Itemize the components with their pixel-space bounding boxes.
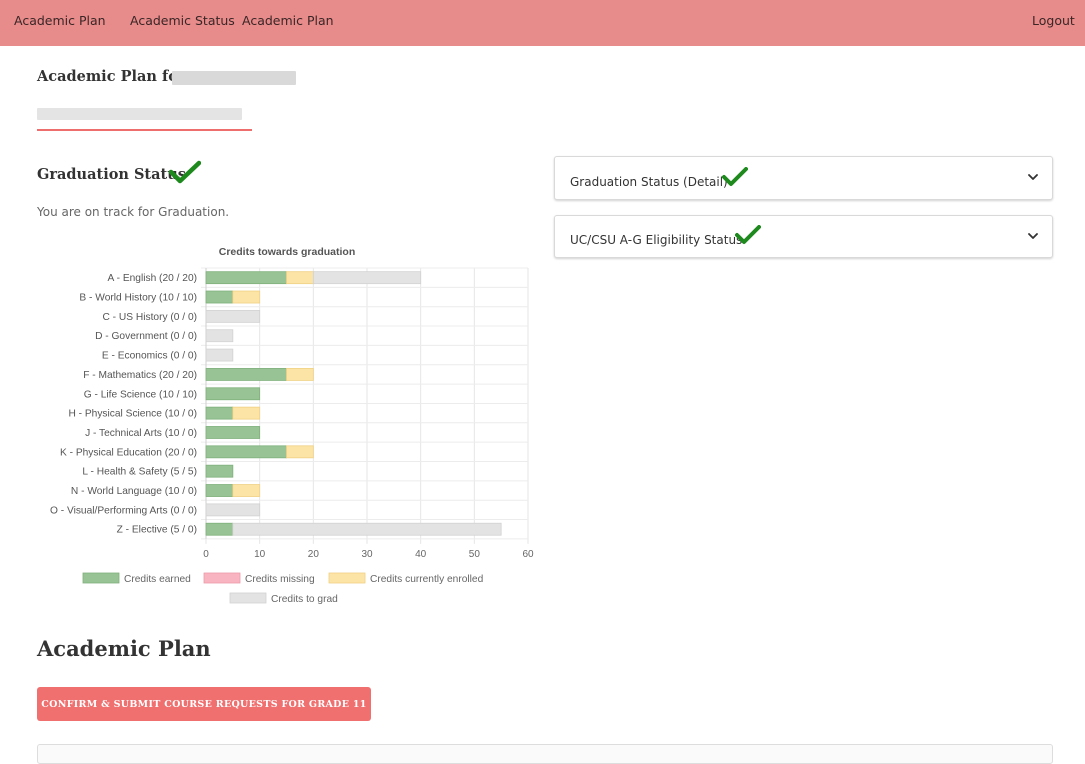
legend-label: Credits missing xyxy=(245,574,315,585)
credits-chart: Credits towards graduation 0 10 20 30 40 50 60 A… xyxy=(50,246,534,605)
graduation-status-title-text: Graduation Status xyxy=(37,166,186,183)
x-tick-label: 50 xyxy=(469,549,481,560)
credits-chart-container: Credits towards graduation 0 10 20 30 40 50 60 A… xyxy=(0,235,540,615)
bar-segment xyxy=(205,484,234,497)
bar-segment xyxy=(205,445,287,459)
chart-title: Credits towards graduation xyxy=(219,246,356,258)
accordion-uc-csu-eligibility-title: UC/CSU A-G Eligibility Status xyxy=(570,233,743,247)
bar-segment xyxy=(205,464,234,478)
legend-label: Credits earned xyxy=(124,574,191,585)
page-title-prefix: Academic Plan for xyxy=(37,68,186,85)
bar-segment xyxy=(205,387,261,401)
y-category-label: F - Mathematics (20 / 20) xyxy=(83,370,197,381)
y-category-label: N - World Language (10 / 0) xyxy=(71,486,197,497)
graduation-check-icon xyxy=(169,160,201,184)
bar-segment xyxy=(232,522,502,536)
legend-swatch xyxy=(82,572,120,584)
logout-link[interactable]: Logout xyxy=(1032,13,1075,28)
title-underline xyxy=(37,129,252,131)
y-category-label: H - Physical Science (10 / 0) xyxy=(68,409,197,420)
x-tick-label: 40 xyxy=(415,549,427,560)
bar-segment xyxy=(286,445,314,459)
page-title: Academic Plan for xyxy=(37,68,186,85)
academic-plan-title-text: Academic Plan xyxy=(37,636,211,661)
graduation-status-title: Graduation Status xyxy=(37,166,186,183)
y-category-label: A - English (20 / 20) xyxy=(108,273,197,284)
accordion-graduation-detail[interactable]: Graduation Status (Detail) xyxy=(554,156,1053,200)
academic-plan-title: Academic Plan xyxy=(37,636,211,661)
accordion-uc-csu-eligibility[interactable]: UC/CSU A-G Eligibility Status xyxy=(554,215,1053,258)
redacted-student-name xyxy=(172,71,296,85)
chevron-down-icon[interactable] xyxy=(1028,172,1038,182)
x-tick-label: 10 xyxy=(254,549,266,560)
submit-course-requests-button[interactable]: CONFIRM & SUBMIT COURSE REQUESTS FOR GRA… xyxy=(37,687,371,721)
redacted-student-info xyxy=(37,108,242,120)
accordion-graduation-detail-title: Graduation Status (Detail) xyxy=(570,175,728,189)
chevron-down-icon[interactable] xyxy=(1028,231,1038,241)
graduation-status-text: You are on track for Graduation. xyxy=(37,205,230,219)
course-plan-card xyxy=(37,744,1053,764)
legend-swatch xyxy=(229,592,267,604)
legend-label: Credits currently enrolled xyxy=(370,574,484,585)
y-category-label: B - World History (10 / 10) xyxy=(79,293,197,304)
y-category-label: L - Health & Safety (5 / 5) xyxy=(82,467,197,478)
bar-segment xyxy=(232,406,261,420)
legend-swatch xyxy=(203,572,241,584)
bar-segment xyxy=(286,271,314,285)
y-category-label: G - Life Science (10 / 10) xyxy=(84,389,197,400)
x-tick-label: 60 xyxy=(522,549,534,560)
bar-segment xyxy=(205,406,234,420)
legend-label: Credits to grad xyxy=(271,594,338,605)
top-navbar: Academic Plan Academic Status Academic P… xyxy=(0,0,1085,46)
bar-segment xyxy=(232,290,261,304)
bar-segment xyxy=(205,290,234,304)
bar-segment xyxy=(205,348,234,362)
nav-link-academic-plan[interactable]: Academic Plan xyxy=(242,13,334,28)
x-tick-label: 30 xyxy=(361,549,373,560)
bar-segment xyxy=(205,522,234,536)
y-category-label: Z - Elective (5 / 0) xyxy=(117,525,197,536)
y-category-label: E - Economics (0 / 0) xyxy=(102,351,197,362)
y-category-label: C - US History (0 / 0) xyxy=(102,312,197,323)
graduation-detail-check-icon xyxy=(722,167,748,186)
y-category-label: J - Technical Arts (10 / 0) xyxy=(85,428,197,439)
y-category-label: D - Government (0 / 0) xyxy=(95,331,197,342)
uc-csu-check-icon xyxy=(735,225,761,244)
y-category-label: K - Physical Education (20 / 0) xyxy=(60,447,197,458)
nav-brand-link[interactable]: Academic Plan xyxy=(14,13,106,28)
bar-segment xyxy=(205,309,261,323)
y-category-label: O - Visual/Performing Arts (0 / 0) xyxy=(50,505,197,516)
bar-segment xyxy=(312,271,422,285)
bar-segment xyxy=(205,271,287,285)
legend-swatch xyxy=(328,572,366,584)
bar-segment xyxy=(286,368,314,381)
bar-segment xyxy=(232,484,261,497)
bar-segment xyxy=(205,503,261,517)
x-tick-label: 0 xyxy=(203,549,209,560)
x-tick-label: 20 xyxy=(308,549,320,560)
bar-segment xyxy=(205,426,261,439)
bar-segment xyxy=(205,368,287,381)
bar-segment xyxy=(205,329,234,343)
nav-link-academic-status[interactable]: Academic Status xyxy=(130,13,235,28)
